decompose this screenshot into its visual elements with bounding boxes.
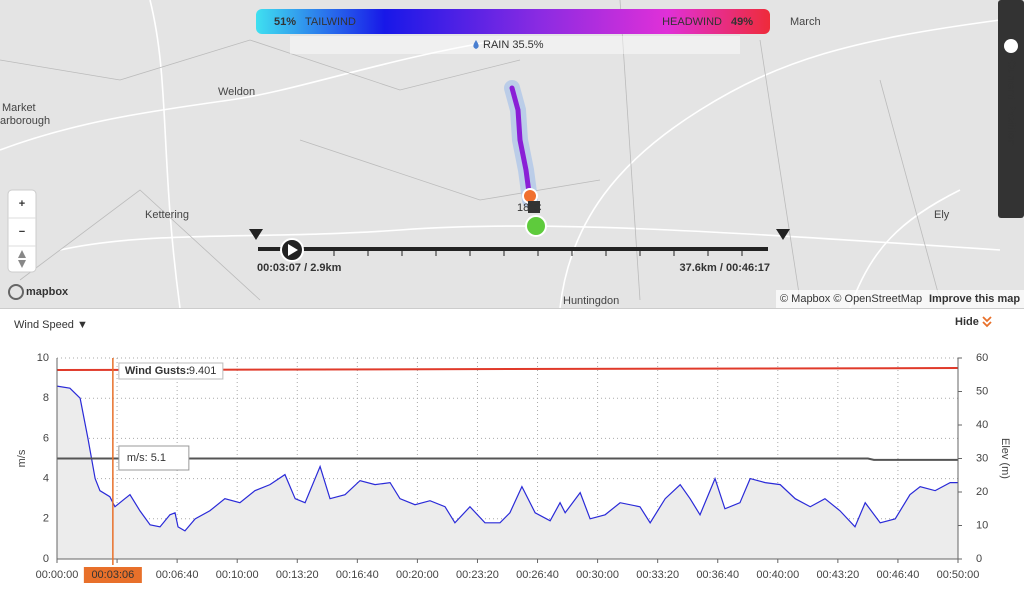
x-tick-label: 00:26:40 <box>516 569 559 581</box>
area <box>57 386 958 559</box>
attribution-bg <box>776 290 1024 308</box>
timeline-end <box>776 229 790 240</box>
place-label: Market <box>2 102 36 114</box>
headwind-percent: 49% <box>731 16 753 28</box>
series-line <box>56 385 958 532</box>
x-tick-label: 00:20:00 <box>396 569 439 581</box>
place-label: Huntingdon <box>563 295 619 307</box>
hide-button[interactable]: Hide <box>955 316 979 328</box>
mapbox-logo[interactable]: mapbox <box>26 286 69 298</box>
y2-tick-label: 10 <box>976 519 988 531</box>
y-tick-label: 0 <box>43 553 49 565</box>
boundary <box>0 0 941 301</box>
y-tick-label: 2 <box>43 513 49 525</box>
y2-tick-label: 40 <box>976 419 988 431</box>
chart: 00:00:0000:03:2000:06:4000:10:0000:13:20… <box>16 352 1011 583</box>
x-tick-label: 00:06:40 <box>156 569 199 581</box>
map[interactable]: March Weldon Market arborough Kettering … <box>0 0 1024 309</box>
zoom-in[interactable]: + <box>19 198 25 210</box>
gust-tooltip <box>118 362 224 380</box>
y-tick-label: 10 <box>37 352 49 364</box>
y2-tick-label: 20 <box>976 486 988 498</box>
place-label: arborough <box>0 115 50 127</box>
map-background <box>0 0 1024 308</box>
y-tick-label: 8 <box>43 392 49 404</box>
x-tick-label: 00:33:20 <box>636 569 679 581</box>
place-label: Weldon <box>218 86 255 98</box>
road <box>559 19 1001 309</box>
x-tick-label: 00:16:40 <box>336 569 379 581</box>
x-tick-label: 00:10:00 <box>216 569 259 581</box>
cursor-label: 00:03:06 <box>91 569 134 581</box>
position-marker <box>525 215 547 237</box>
x-tick-label: 00:00:00 <box>36 569 79 581</box>
y-tick-label: 6 <box>43 432 49 444</box>
y2-tick-label: 30 <box>976 452 988 464</box>
timeline-bar[interactable] <box>258 247 768 251</box>
cursor-label-box <box>83 567 142 583</box>
attribution[interactable]: © Mapbox © OpenStreetMap <box>780 293 922 305</box>
road <box>849 189 961 309</box>
rain-label: RAIN 35.5% <box>483 39 544 51</box>
zoom-control <box>7 189 37 273</box>
speed-tooltip-label: m/s: 5.1 <box>127 452 166 464</box>
tailwind-label: TAILWIND <box>305 16 356 28</box>
speed-tooltip <box>118 445 190 471</box>
x-tick-label: 00:40:00 <box>756 569 799 581</box>
y2-tick-label: 60 <box>976 352 988 364</box>
zoom-out[interactable]: − <box>19 226 25 238</box>
road <box>59 225 1001 251</box>
remaining: 37.6km / 00:46:17 <box>679 262 770 274</box>
x-tick-label: 00:46:40 <box>877 569 920 581</box>
timeline-start <box>249 229 263 240</box>
y-axis-title: m/s <box>16 449 28 467</box>
y2-axis-title: Elev (m) <box>999 438 1011 479</box>
x-tick-label: 00:50:00 <box>937 569 980 581</box>
route <box>509 85 533 203</box>
finish-flag <box>528 201 540 213</box>
y2-tick-label: 0 <box>976 553 982 565</box>
x-tick-label: 00:36:40 <box>696 569 739 581</box>
play-icon <box>288 244 298 256</box>
improve-map[interactable]: Improve this map <box>929 293 1020 305</box>
place-label: Kettering <box>145 209 189 221</box>
y2-tick-label: 50 <box>976 385 988 397</box>
y-tick-label: 4 <box>43 473 49 485</box>
place-label: Ely <box>934 209 950 221</box>
x-tick-label: 00:43:20 <box>816 569 859 581</box>
temperature: 18°C <box>517 202 542 214</box>
position-icon <box>1004 39 1018 53</box>
x-tick-label: 00:13:20 <box>276 569 319 581</box>
rain-icon <box>473 40 479 49</box>
gust-tooltip-value: 9.401 <box>189 365 217 377</box>
gust-tooltip-label: Wind Gusts: <box>125 365 190 377</box>
wind-banner <box>256 9 770 34</box>
compass[interactable] <box>18 250 26 268</box>
place-label: March <box>790 16 821 28</box>
road <box>0 39 501 151</box>
mapbox-icon <box>8 284 24 300</box>
elapsed: 00:03:07 / 2.9km <box>257 262 342 274</box>
series-line <box>57 457 958 461</box>
headwind-label: HEADWIND <box>662 16 722 28</box>
x-tick-label: 00:23:20 <box>456 569 499 581</box>
x-tick-label: 00:30:00 <box>576 569 619 581</box>
metric-selector[interactable]: Wind Speed ▼ <box>14 319 88 331</box>
current-position-label: Current Position <box>1005 60 1017 146</box>
hide-icon <box>982 316 992 328</box>
road <box>149 0 181 309</box>
start-marker <box>522 188 538 204</box>
current-position-tab[interactable] <box>998 0 1024 218</box>
tailwind-percent: 51% <box>274 16 296 28</box>
rain-banner <box>290 36 740 54</box>
